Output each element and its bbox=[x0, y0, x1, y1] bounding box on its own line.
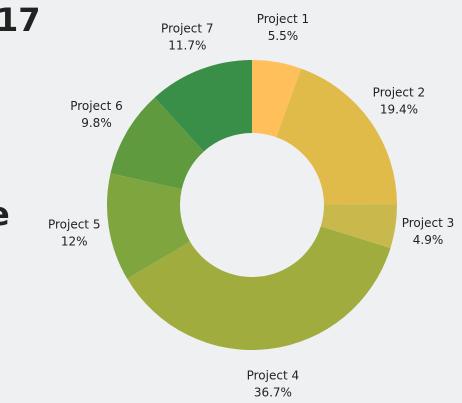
slice-value-label: 36.7% bbox=[254, 385, 292, 399]
slice-value-label: 5.5% bbox=[268, 29, 299, 43]
slice-label: Project 5 bbox=[48, 218, 101, 232]
slice-label: Project 4 bbox=[247, 368, 300, 382]
donut-slice bbox=[320, 204, 397, 249]
donut-slice bbox=[154, 60, 252, 152]
donut-slice bbox=[252, 60, 302, 138]
slice-label: Project 7 bbox=[161, 22, 214, 36]
chart-subtitle: e bbox=[0, 195, 10, 233]
slice-label: Project 1 bbox=[257, 12, 310, 26]
slice-label: Project 6 bbox=[70, 99, 123, 113]
slice-value-label: 9.8% bbox=[81, 116, 112, 130]
slice-value-label: 4.9% bbox=[413, 233, 444, 247]
donut-slice bbox=[127, 226, 391, 350]
slice-label: Project 2 bbox=[373, 86, 426, 100]
donut-slice bbox=[110, 97, 204, 190]
slice-value-label: 19.4% bbox=[380, 103, 418, 117]
donut-slice bbox=[276, 68, 397, 205]
slice-value-label: 11.7% bbox=[168, 39, 206, 53]
donut-slice bbox=[107, 173, 191, 279]
slice-label: Project 3 bbox=[402, 216, 455, 230]
chart-title: 17 bbox=[0, 1, 41, 39]
slice-value-label: 12% bbox=[61, 235, 88, 249]
